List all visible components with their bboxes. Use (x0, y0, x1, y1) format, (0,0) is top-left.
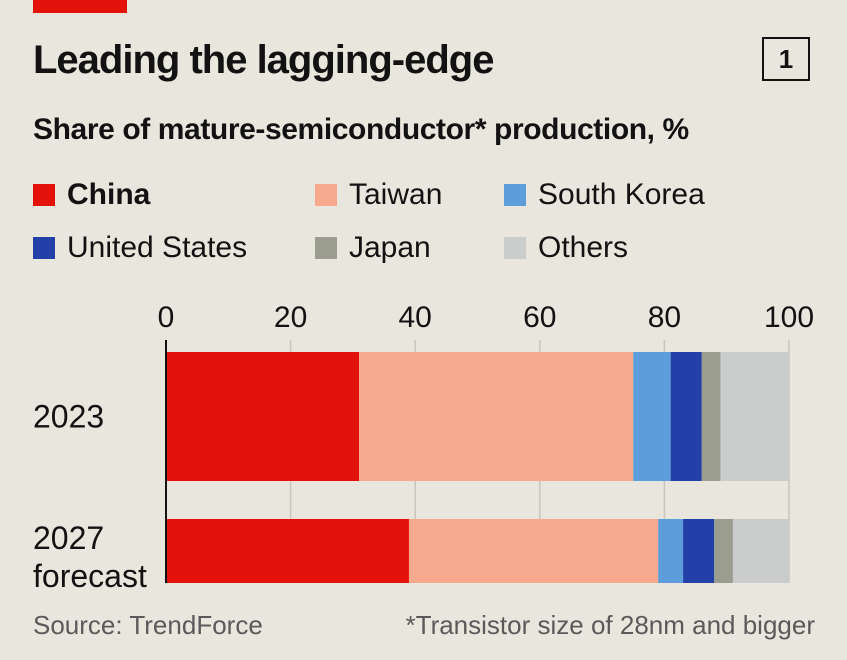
bar-japan-2027-forecast (714, 519, 733, 583)
legend-item-japan: Japan (315, 231, 431, 265)
legend-item-china: China (33, 178, 150, 212)
legend-swatch-japan (315, 237, 337, 259)
bar-united-states-2027-forecast (683, 519, 715, 583)
category-label-1-0: 2027 (33, 520, 104, 556)
footnote: *Transistor size of 28nm and bigger (405, 610, 815, 640)
chart-number-box: 1 (762, 37, 810, 81)
x-tick-label-80: 80 (648, 301, 681, 334)
bar-taiwan-2023 (359, 352, 634, 481)
chart-subtitle: Share of mature-semiconductor* productio… (33, 113, 689, 146)
legend-label-japan: Japan (349, 231, 431, 264)
category-label-1-1: forecast (33, 558, 147, 594)
economist-red-tag (33, 0, 127, 13)
x-tick-labels: 0 20 40 60 80 100 (158, 301, 814, 334)
legend-item-others: Others (504, 231, 628, 265)
legend-label-south-korea: South Korea (538, 178, 705, 211)
legend-label-others: Others (538, 231, 629, 264)
category-label-0-0: 2023 (33, 399, 104, 435)
legend-item-united-states: United States (33, 231, 247, 265)
bar-japan-2023 (701, 352, 721, 481)
x-tick-label-20: 20 (274, 301, 307, 334)
legend-swatch-south-korea (504, 184, 526, 206)
bar-segments (166, 352, 789, 583)
legend-label-china: China (67, 178, 151, 211)
x-tick-label-60: 60 (523, 301, 556, 334)
bar-china-2023 (166, 352, 360, 481)
bar-united-states-2023 (670, 352, 702, 481)
bar-others-2027-forecast (732, 519, 789, 583)
legend-swatch-taiwan (315, 184, 337, 206)
x-tick-label-40: 40 (399, 301, 432, 334)
bar-china-2027-forecast (166, 519, 409, 583)
chart-title: Leading the lagging-edge (33, 38, 494, 82)
bar-others-2023 (720, 352, 789, 481)
legend-item-south-korea: South Korea (504, 178, 705, 212)
bar-taiwan-2027-forecast (408, 519, 659, 583)
legend-label-taiwan: Taiwan (349, 178, 443, 211)
x-tick-label-100: 100 (764, 301, 814, 334)
bar-south-korea-2027-forecast (658, 519, 684, 583)
legend-item-taiwan: Taiwan (315, 178, 442, 212)
legend-label-united-states: United States (67, 231, 248, 264)
x-tick-label-0: 0 (158, 301, 175, 334)
legend-swatch-others (504, 237, 526, 259)
legend-swatch-united-states (33, 237, 55, 259)
source-note: Source: TrendForce (33, 610, 263, 640)
legend-swatch-china (33, 184, 55, 206)
legend: China Taiwan South Korea United States J… (33, 178, 833, 273)
bar-south-korea-2023 (633, 352, 671, 481)
